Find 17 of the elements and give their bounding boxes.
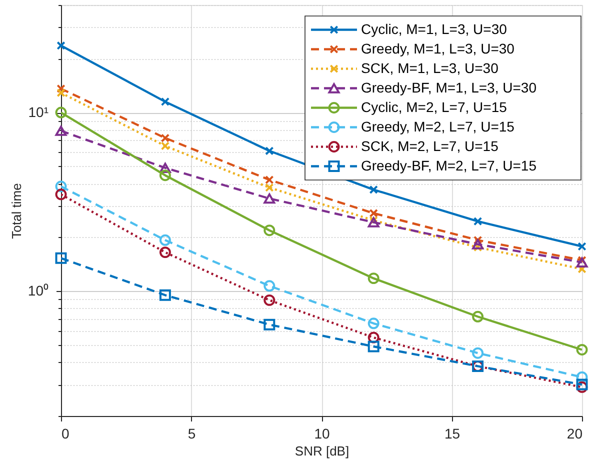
legend-label: Greedy, M=2, L=7, U=15	[361, 118, 515, 134]
legend-label: Greedy, M=1, L=3, U=30	[361, 40, 515, 56]
legend-label: Greedy-BF, M=1, L=3, U=30	[361, 79, 537, 96]
y-tick-label: 10¹	[28, 104, 49, 120]
legend-label: SCK, M=2, L=7, U=15	[361, 138, 499, 154]
legend-label: SCK, M=1, L=3, U=30	[361, 60, 499, 76]
legend-label: Cyclic, M=1, L=3, U=30	[361, 20, 508, 37]
x-tick-label: 10	[314, 426, 330, 442]
x-axis-title: SNR [dB]	[294, 444, 350, 458]
legend-label: Cyclic, M=2, L=7, U=15	[361, 98, 508, 115]
x-tick-label: 5	[188, 426, 196, 442]
x-tick-label: 0	[62, 426, 70, 442]
y-axis-title: Total time	[8, 183, 24, 239]
x-tick-label: 20	[566, 426, 583, 442]
y-tick-label: 10⁰	[28, 282, 48, 299]
legend-label: Greedy-BF, M=2, L=7, U=15	[361, 157, 537, 174]
x-tick-label: 15	[444, 426, 460, 442]
